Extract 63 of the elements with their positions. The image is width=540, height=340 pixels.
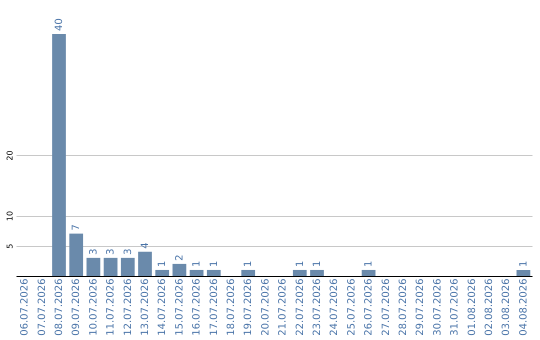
x-tick-label: 29.07.2026 [415, 278, 426, 336]
x-tick-label: 03.08.2026 [501, 278, 512, 336]
bar [190, 270, 204, 276]
data-label: 2 [174, 254, 186, 261]
data-label: 1 [208, 260, 220, 267]
x-tick-label: 26.07.2026 [364, 278, 375, 336]
x-tick-label: 10.07.2026 [88, 278, 100, 336]
x-tick-label: 19.07.2026 [243, 278, 254, 336]
data-label: 7 [71, 224, 82, 231]
x-tick-label: 04.08.2026 [518, 278, 530, 336]
x-tick-label: 25.07.2026 [346, 278, 358, 336]
x-tick-label: 13.07.2026 [140, 278, 151, 336]
data-label: 3 [122, 248, 134, 255]
bar [362, 270, 376, 276]
bar [104, 258, 118, 276]
bar [292, 270, 307, 276]
bar [310, 270, 324, 276]
y-tick-label: 5 [6, 244, 14, 249]
x-tick-label: 01.08.2026 [466, 278, 478, 336]
data-label: 1 [192, 260, 203, 267]
x-tick-label: 18.07.2026 [226, 278, 237, 336]
bar [206, 270, 221, 276]
x-tick-label: 31.07.2026 [450, 278, 461, 336]
bar [86, 258, 100, 276]
data-label: 3 [88, 248, 100, 255]
x-tick-label: 02.08.2026 [484, 278, 495, 336]
x-tick-label: 16.07.2026 [192, 278, 203, 336]
bar [516, 270, 530, 276]
x-tick-label: 06.07.2026 [20, 278, 31, 336]
x-tick-label: 30.07.2026 [432, 278, 444, 336]
x-tick-label: 28.07.2026 [398, 278, 409, 336]
x-tick-label: 17.07.2026 [208, 278, 220, 336]
data-label: 1 [157, 260, 168, 267]
bar [52, 34, 66, 276]
y-tick-label: 10 [6, 210, 14, 222]
data-label: 1 [243, 260, 254, 267]
data-label: 1 [312, 260, 323, 267]
x-tick-label: 20.07.2026 [260, 278, 272, 336]
bar [155, 270, 170, 276]
bar [120, 258, 135, 276]
x-tick-label: 27.07.2026 [380, 278, 392, 336]
data-label: 3 [106, 248, 117, 255]
x-tick-label: 24.07.2026 [329, 278, 340, 336]
x-tick-label: 15.07.2026 [174, 278, 186, 336]
bar [172, 264, 186, 276]
x-tick-label: 11.07.2026 [106, 278, 117, 336]
x-tick-label: 07.07.2026 [36, 278, 48, 336]
x-tick-label: 23.07.2026 [312, 278, 323, 336]
data-label: 1 [518, 260, 530, 267]
x-tick-label: 21.07.2026 [278, 278, 289, 336]
bar [241, 270, 256, 276]
bar [69, 234, 84, 276]
bar [138, 252, 152, 276]
y-tick-label: 20 [6, 150, 14, 161]
x-tick-label: 12.07.2026 [122, 278, 134, 336]
data-label: 1 [364, 260, 375, 267]
x-tick-label: 22.07.2026 [294, 278, 306, 336]
data-label: 4 [140, 242, 151, 249]
data-label: 1 [294, 260, 306, 267]
x-tick-label: 08.07.2026 [54, 278, 65, 336]
data-label: 40 [54, 18, 65, 31]
x-tick-label: 14.07.2026 [157, 278, 168, 336]
x-tick-label: 09.07.2026 [71, 278, 82, 336]
